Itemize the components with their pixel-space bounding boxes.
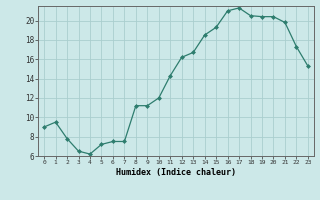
X-axis label: Humidex (Indice chaleur): Humidex (Indice chaleur) [116, 168, 236, 177]
